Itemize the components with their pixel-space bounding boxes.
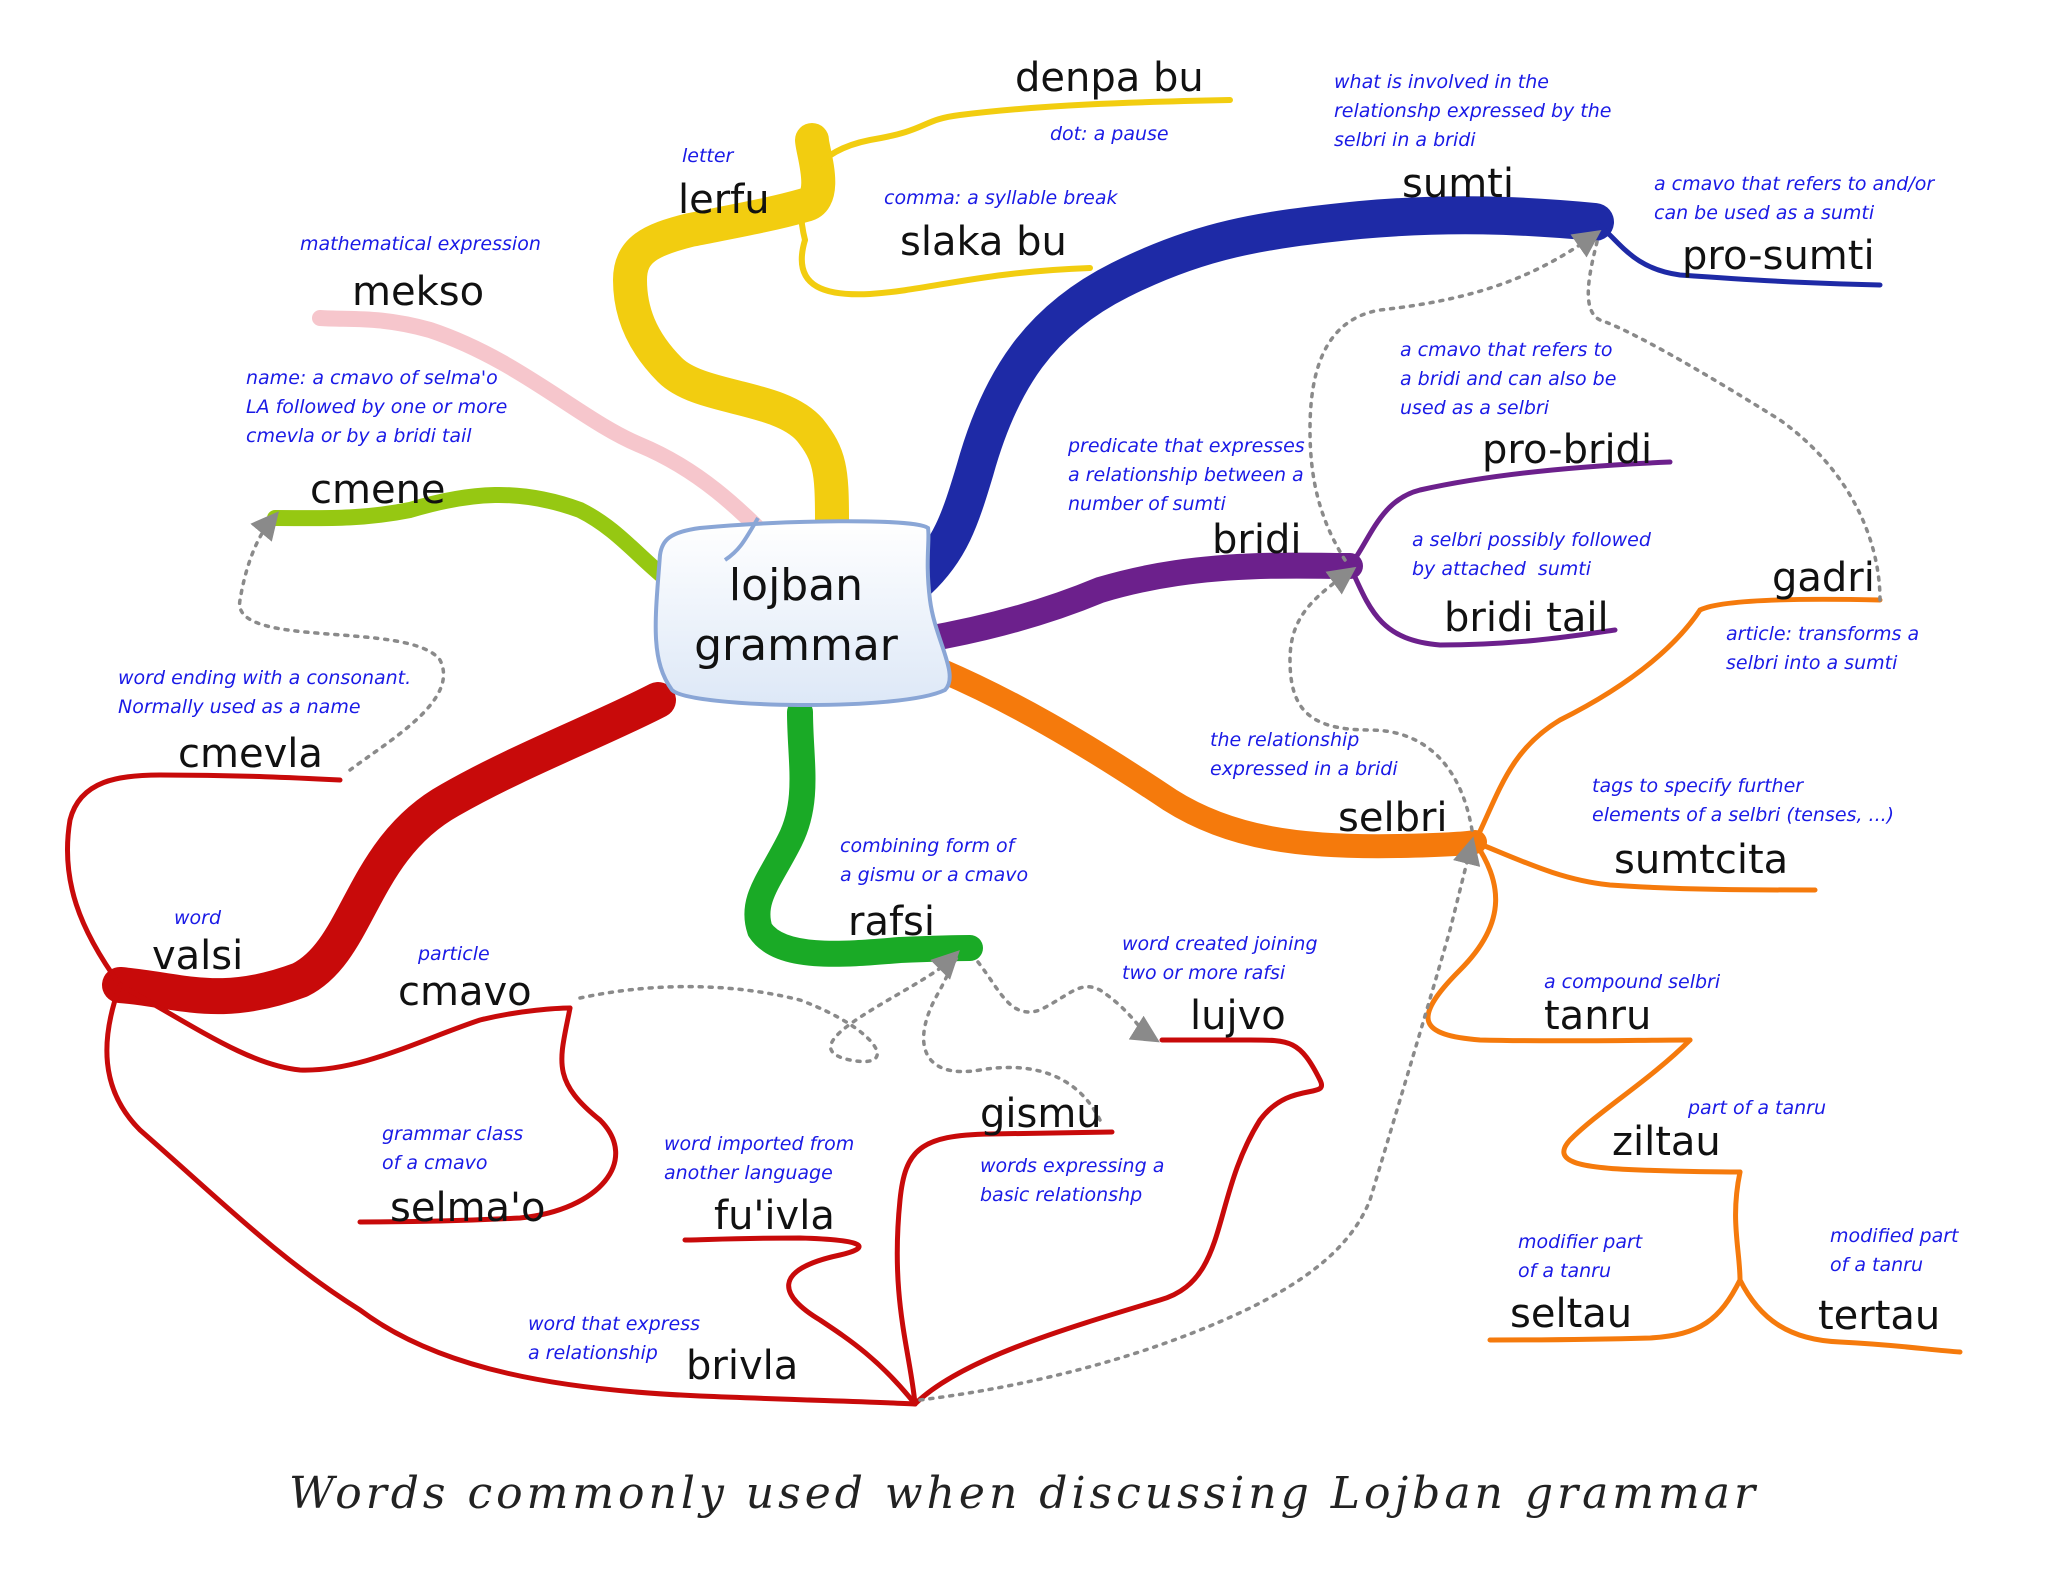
def-fuivla: word imported from another language <box>664 1133 855 1184</box>
term-pro-bridi: pro-bridi <box>1482 427 1653 473</box>
branch-lerfu-denpa <box>798 97 1233 243</box>
term-bridi-tail: bridi tail <box>1444 595 1609 641</box>
branch-ziltau-seltau <box>1487 1277 1743 1343</box>
branch-cmene <box>267 487 688 598</box>
def-pro-bridi: a cmavo that refers to a bridi and can a… <box>1400 339 1617 419</box>
connectors <box>238 229 1882 1402</box>
def-brivla: word that express a relationship <box>528 1313 700 1364</box>
branch-valsi-brivla <box>104 982 918 1407</box>
branch-rafsi <box>744 699 983 967</box>
def-cmavo: particle <box>418 943 490 965</box>
branch-valsi-cmavo <box>117 982 573 1073</box>
term-cmavo: cmavo <box>398 969 532 1015</box>
term-ziltau: ziltau <box>1612 1119 1721 1165</box>
def-ziltau: part of a tanru <box>1688 1097 1827 1119</box>
def-mekso: mathematical expression <box>300 233 541 255</box>
term-tanru: tanru <box>1544 993 1652 1039</box>
branch-tanru-ziltau <box>1561 1037 1743 1175</box>
term-lujvo: lujvo <box>1190 993 1286 1039</box>
term-tertau: tertau <box>1818 1293 1941 1339</box>
connector-selbri-bridi <box>1288 566 1474 832</box>
def-slaka-bu: comma: a syllable break <box>884 187 1118 209</box>
term-gismu: gismu <box>980 1091 1102 1137</box>
def-denpa-bu: dot: a pause <box>1050 123 1169 145</box>
def-cmene: name: a cmavo of selma'o LA followed by … <box>246 367 508 447</box>
term-pro-sumti: pro-sumti <box>1682 233 1875 279</box>
def-sumtcita: tags to specify further elements of a se… <box>1592 775 1895 826</box>
branch-sumti-prosumti <box>1592 219 1883 288</box>
branch-brivla-gismu <box>894 1129 1115 1407</box>
branch-bridi-probridi <box>1347 459 1673 569</box>
term-fuivla: fu'ivla <box>714 1193 835 1239</box>
branch-cmavo-selmao <box>357 1005 619 1225</box>
term-cmene: cmene <box>310 467 446 513</box>
branch-trunk-lerfu <box>612 123 849 537</box>
branch-trunk-selbri <box>928 658 1487 859</box>
branch-valsi-cmevla <box>65 772 343 988</box>
term-mekso: mekso <box>352 269 485 315</box>
branch-selbri-gadri <box>1472 596 1883 845</box>
term-selmao: selma'o <box>390 1185 546 1231</box>
term-gadri: gadri <box>1772 555 1875 601</box>
term-seltau: seltau <box>1510 1291 1633 1337</box>
caption: Words commonly used when discussing Lojb… <box>288 1468 1760 1519</box>
term-denpa-bu: denpa bu <box>1015 55 1204 101</box>
def-tanru: a compound selbri <box>1544 971 1721 993</box>
term-rafsi: rafsi <box>848 899 935 945</box>
branch-selbri-sumtcita <box>1472 839 1818 893</box>
connector-brivla-selbri <box>918 836 1481 1402</box>
branch-bridi <box>909 459 1673 653</box>
branch-ziltau-tertau <box>1737 1277 1963 1355</box>
def-selmao: grammar class of a cmavo <box>382 1123 524 1174</box>
def-rafsi: combining form of a gismu or a cmavo <box>840 835 1029 886</box>
connector-bridi-sumti <box>1308 229 1602 562</box>
connector-gadri-sumti <box>1586 236 1882 602</box>
branch-trunk-sumti <box>899 196 1614 599</box>
branch-valsi <box>65 682 1324 1407</box>
term-bridi: bridi <box>1212 517 1302 563</box>
center-box <box>653 516 952 708</box>
branch-lerfu-slaka <box>798 237 1093 298</box>
connector-cmevla-cmene <box>238 511 446 772</box>
branch-sumti <box>899 196 1883 599</box>
def-bridi-tail: a selbri possibly followed by attached s… <box>1412 529 1651 580</box>
def-selbri: the relationship expressed in a bridi <box>1210 729 1398 780</box>
def-sumti: what is involved in the relationshp expr… <box>1334 71 1612 151</box>
term-lerfu: lerfu <box>678 177 770 223</box>
branch-brivla-lujvo <box>912 1037 1324 1407</box>
def-gismu: words expressing a basic relationshp <box>980 1155 1165 1206</box>
def-valsi: word <box>174 907 222 929</box>
connector-rafsi-lujvo <box>976 960 1160 1043</box>
term-brivla: brivla <box>686 1343 799 1389</box>
def-pro-sumti: a cmavo that refers to and/or can be use… <box>1654 173 1935 224</box>
center-label: lojban grammar <box>694 560 898 671</box>
branch-selbri <box>928 596 1963 1355</box>
def-tertau: modified part of a tanru <box>1830 1225 1959 1276</box>
term-slaka-bu: slaka bu <box>900 219 1067 265</box>
branch-selbri-tanru <box>1425 839 1693 1044</box>
term-sumti: sumti <box>1402 161 1514 207</box>
branch-brivla-fuivla <box>682 1235 918 1407</box>
term-selbri: selbri <box>1338 795 1448 841</box>
def-bridi: predicate that expresses a relationship … <box>1068 435 1305 515</box>
term-cmevla: cmevla <box>178 731 323 777</box>
def-seltau: modifier part of a tanru <box>1518 1231 1643 1282</box>
connector-cmavo-rafsi <box>578 950 960 1064</box>
connector-gismu-rafsi <box>921 954 1102 1122</box>
branch-trunk-valsi <box>102 682 676 1015</box>
branch-bridi-tail <box>1347 563 1618 648</box>
def-cmevla: word ending with a consonant. Normally u… <box>118 667 412 718</box>
branch-trunk-bridi <box>909 552 1363 653</box>
branch-ziltau-fork <box>1733 1169 1743 1283</box>
def-lerfu: letter <box>682 145 734 167</box>
branch-mekso <box>312 310 778 548</box>
term-sumtcita: sumtcita <box>1614 837 1789 883</box>
def-lujvo: word created joining two or more rafsi <box>1122 933 1318 984</box>
branch-lerfu <box>612 97 1233 537</box>
def-gadri: article: transforms a selbri into a sumt… <box>1726 623 1920 674</box>
term-valsi: valsi <box>152 933 244 979</box>
